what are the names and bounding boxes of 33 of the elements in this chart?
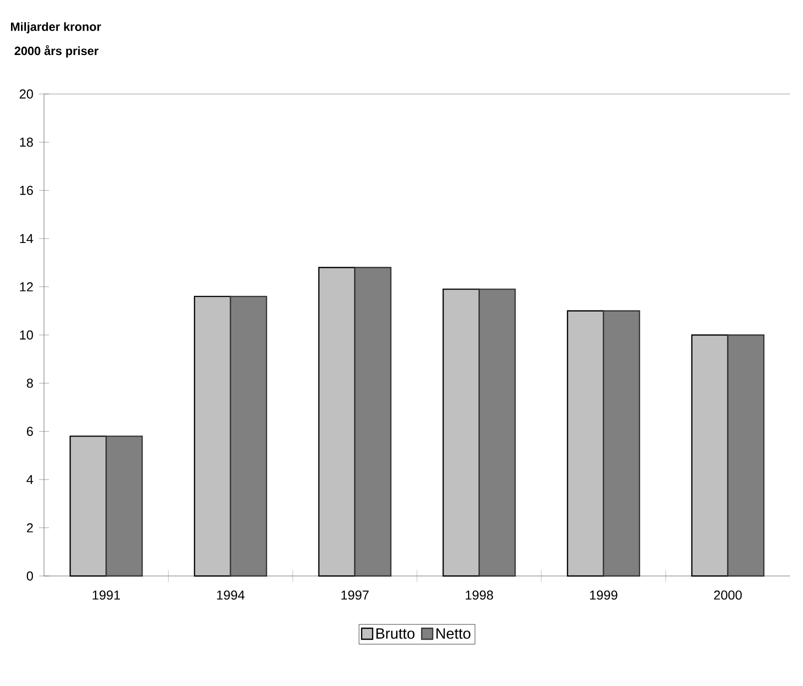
- bar: [442, 288, 480, 577]
- y-tick-label: 10: [20, 330, 33, 340]
- bar: [106, 436, 143, 577]
- y-tick-label: 20: [20, 89, 33, 99]
- x-tick-label: 1994: [217, 590, 245, 600]
- y-tick-label: 12: [20, 282, 33, 292]
- chart-subtitle: 2000 års priser: [14, 45, 98, 58]
- y-tick-label: 6: [26, 426, 33, 436]
- bar: [70, 436, 107, 577]
- chart-title: Miljarder kronor: [11, 22, 102, 34]
- x-tick-label: 1999: [590, 590, 618, 600]
- y-tick-label: 14: [20, 234, 34, 244]
- x-tick-label: 1998: [466, 590, 494, 600]
- bar: [691, 334, 728, 577]
- bar: [602, 310, 640, 577]
- bar: [566, 310, 604, 577]
- x-tick-label: 1991: [92, 590, 120, 600]
- bar: [194, 296, 232, 577]
- legend-label: Brutto: [376, 628, 414, 639]
- y-tick-label: 16: [20, 186, 33, 195]
- y-tick-label: 18: [20, 138, 33, 147]
- y-tick-label: 2: [26, 523, 33, 532]
- x-tick-label: 2000: [714, 590, 742, 600]
- legend-label: Netto: [436, 628, 470, 639]
- y-tick-label: 8: [26, 378, 33, 388]
- bar: [478, 288, 516, 577]
- bar: [354, 266, 392, 577]
- y-tick-label: 4: [26, 475, 34, 484]
- y-tick-label: 0: [26, 571, 33, 581]
- x-tick-label: 1997: [341, 590, 369, 600]
- bar: [727, 334, 764, 577]
- bar: [230, 296, 268, 577]
- bar: [318, 266, 356, 577]
